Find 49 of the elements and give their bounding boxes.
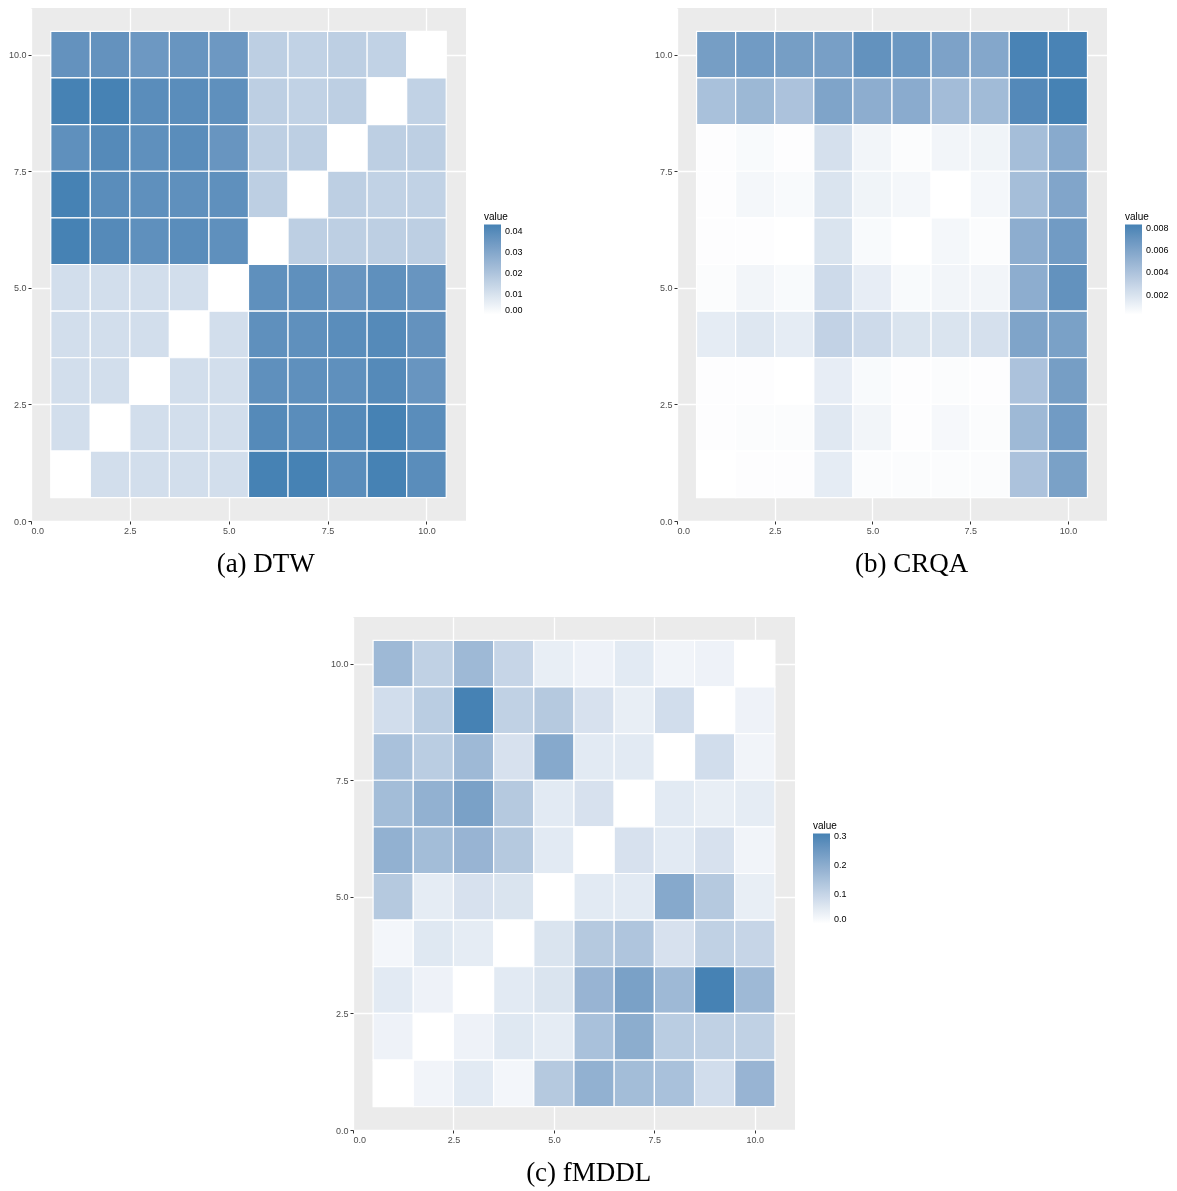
y-tick-label: 2.5	[335, 1008, 349, 1019]
color-bar-label: 0.2	[834, 860, 847, 871]
y-tick-label: 10.0	[8, 50, 27, 61]
y-tick-label: 10.0	[654, 50, 673, 61]
y-tick-label: 0.0	[659, 516, 673, 527]
x-tick-label: 0.0	[31, 525, 45, 536]
x-tick-label: 2.5	[447, 1134, 461, 1145]
color-bar-label: 0.01	[505, 288, 523, 299]
text: (c) fMDDL	[526, 1157, 652, 1187]
y-tick-label: 2.5	[13, 399, 27, 410]
x-tick-label: 10.0	[418, 525, 436, 536]
text: (a) DTW	[216, 548, 316, 578]
color-bar-label: 0.006	[1146, 245, 1169, 256]
color-bar-label: 0.03	[505, 246, 523, 257]
y-tick-label: 5.0	[335, 892, 349, 903]
color-bar-title: value	[1125, 210, 1150, 222]
x-tick-label: 7.5	[964, 525, 977, 536]
color-bar-label: 0.3	[834, 831, 847, 842]
y-tick-label: 10.0	[330, 659, 349, 670]
y-tick-label: 7.5	[335, 775, 349, 786]
color-bar-title: value	[484, 210, 509, 222]
y-tick-label: 5.0	[13, 283, 27, 294]
color-bar-label: 0.004	[1146, 267, 1169, 278]
x-tick-label: 5.0	[548, 1134, 561, 1145]
color-bar-title: value	[813, 819, 838, 831]
y-tick-label: 7.5	[13, 166, 27, 177]
x-tick-label: 5.0	[866, 525, 880, 536]
x-tick-label: 10.0	[746, 1134, 765, 1145]
text: (b) CRQA	[855, 548, 969, 578]
color-bar-label: 0.1	[834, 889, 847, 900]
color-bar-label: 0.002	[1146, 289, 1169, 300]
y-tick-label: 0.0	[13, 516, 27, 527]
x-tick-label: 2.5	[768, 525, 782, 536]
x-tick-label: 5.0	[222, 525, 236, 536]
y-tick-label: 7.5	[659, 166, 673, 177]
y-tick-label: 5.0	[659, 283, 673, 294]
color-bar-label: 0.00	[505, 304, 523, 315]
color-bar-label: 0.0	[834, 913, 847, 924]
x-tick-label: 7.5	[321, 525, 335, 536]
y-tick-label: 2.5	[659, 399, 673, 410]
x-tick-label: 7.5	[648, 1134, 662, 1145]
x-tick-label: 0.0	[353, 1134, 367, 1145]
y-tick-label: 0.0	[335, 1125, 349, 1136]
color-bar-label: 0.02	[505, 267, 523, 278]
color-bar-label: 0.008	[1146, 222, 1169, 233]
color-bar-label: 0.04	[505, 225, 523, 236]
x-tick-label: 2.5	[124, 525, 137, 536]
x-tick-label: 10.0	[1059, 525, 1078, 536]
x-tick-label: 0.0	[677, 525, 691, 536]
